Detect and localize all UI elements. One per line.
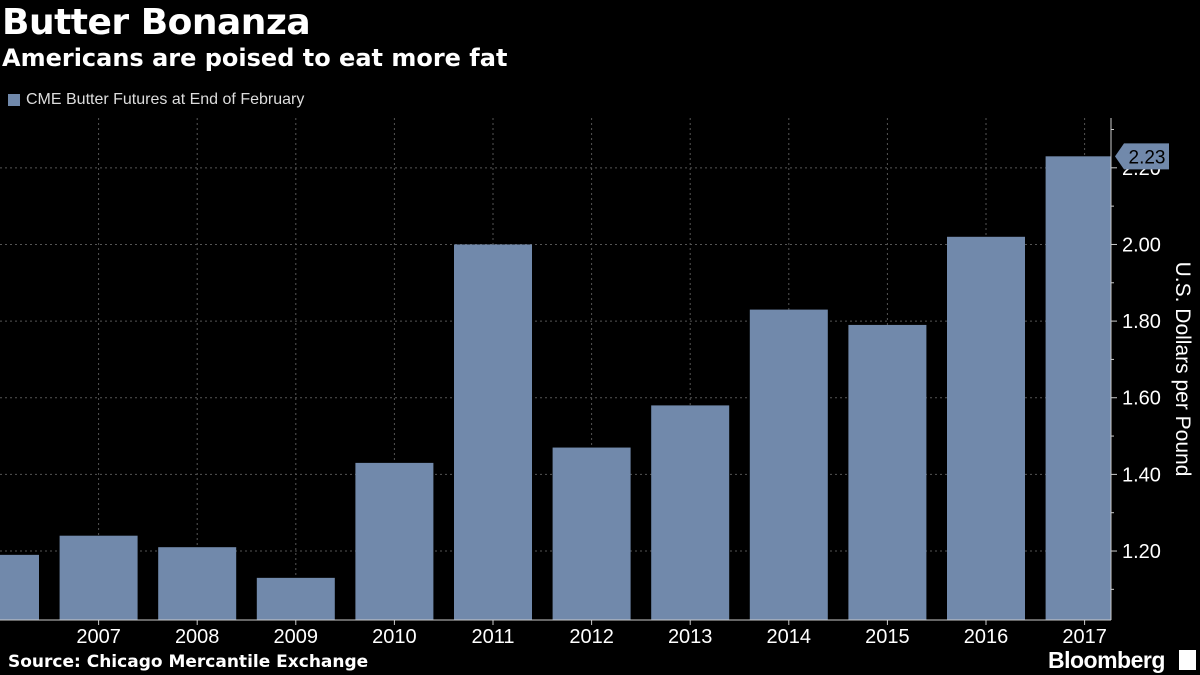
y-tick-label: 1.60 [1122,388,1161,410]
x-tick-label: 2017 [1062,626,1107,648]
bar [848,324,927,620]
source-note: Source: Chicago Mercantile Exchange [8,652,369,672]
x-tick-label: 2012 [569,626,614,648]
chart-legend: CME Butter Futures at End of February [8,91,304,109]
chart-title: Butter Bonanza [2,2,311,43]
x-tick-label: 2008 [175,626,220,648]
x-tick-label: 2007 [76,626,121,648]
brand-logo: Bloomberg [1048,647,1165,673]
bar [749,309,828,620]
x-tick-label: 2011 [471,626,514,648]
x-tick-label: 2013 [668,626,713,648]
y-tick-label: 2.00 [1122,234,1161,256]
bar [454,244,532,620]
bar [256,577,335,620]
x-tick-label: 2016 [964,626,1009,648]
y-tick-label: 1.80 [1122,311,1161,333]
y-axis-title: U.S. Dollars per Pound [1171,262,1194,477]
bar [651,405,730,620]
bar [1045,156,1111,620]
y-tick-label: 1.20 [1122,541,1161,563]
y-tick-label: 1.40 [1122,464,1161,486]
legend-swatch [8,94,20,106]
terminal-icon [1179,650,1196,670]
bar [552,447,631,620]
chart-subtitle: Americans are poised to eat more fat [2,44,508,72]
bar [158,547,237,620]
legend-label: CME Butter Futures at End of February [26,91,305,108]
x-tick-label: 2014 [767,626,812,648]
last-value-label: 2.23 [1129,147,1166,168]
x-tick-label: 2015 [865,626,910,648]
bar [355,462,434,620]
bar [947,236,1025,621]
x-tick-label: 2010 [372,626,417,648]
last-value-callout [1115,143,1169,170]
x-tick-label: 2009 [274,626,319,648]
bar [0,554,39,620]
bar [59,535,138,620]
